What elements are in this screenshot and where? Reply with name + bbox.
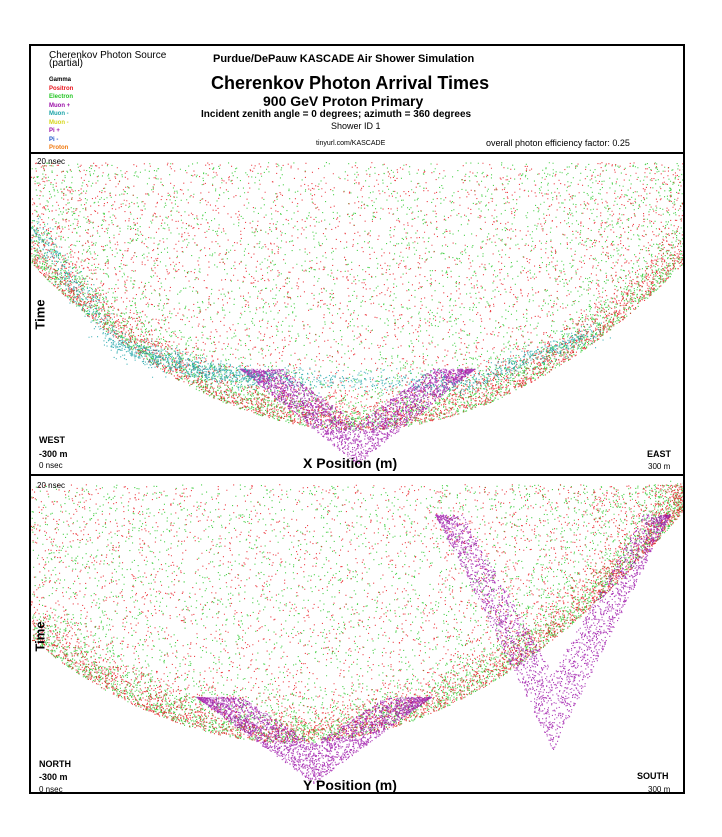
panel2-x-max-label: 300 m: [648, 786, 670, 794]
panel1-y-top-label: 20 nsec: [37, 158, 65, 166]
series-muon-: [240, 369, 476, 465]
panel2-y-top-label: 20 nsec: [37, 482, 65, 490]
series-positron: [31, 162, 683, 430]
legend-item: Positron: [49, 86, 73, 92]
legend-item: Gamma: [49, 77, 71, 83]
main-title: Cherenkov Photon Arrival Times: [211, 74, 489, 92]
legend-item: Electron: [49, 94, 73, 100]
panel2-x-min-label: -300 m: [39, 773, 68, 782]
legend-item: Pi -: [49, 137, 58, 143]
angles-label: Incident zenith angle = 0 degrees; azimu…: [201, 110, 471, 120]
sim-title: Purdue/DePauw KASCADE Air Shower Simulat…: [213, 54, 474, 65]
source-subtitle: (partial): [49, 59, 83, 69]
legend-item: Muon +: [49, 103, 70, 109]
panel1-right-label: EAST: [647, 450, 671, 459]
legend-item: Muon -: [49, 111, 69, 117]
primary-label: 900 GeV Proton Primary: [263, 94, 423, 108]
panel2-right-label: SOUTH: [637, 772, 669, 781]
panel2-x-axis-label: Y Position (m): [303, 778, 397, 792]
shower-id: Shower ID 1: [331, 122, 381, 131]
panel1-x-axis-label: X Position (m): [303, 456, 397, 470]
panel2-y-bottom-label: 0 nsec: [39, 786, 63, 794]
panel1-y-bottom-label: 0 nsec: [39, 462, 63, 470]
y-position-scatter: [31, 476, 683, 794]
panel1-x-max-label: 300 m: [648, 463, 670, 471]
panel1-y-axis-label: Time: [34, 299, 47, 329]
panel2-left-label: NORTH: [39, 760, 71, 769]
scatter-points: [31, 162, 683, 430]
panel2-y-axis-label: Time: [34, 621, 47, 651]
url-label: tinyurl.com/KASCADE: [316, 140, 385, 147]
figure-frame: Cherenkov Photon Source (partial) GammaP…: [29, 44, 685, 794]
legend-item: Proton: [49, 145, 68, 151]
panel1-left-label: WEST: [39, 436, 65, 445]
legend-item: Pi +: [49, 128, 60, 134]
panel1-x-min-label: -300 m: [39, 450, 68, 459]
legend-item: Muon -: [49, 120, 69, 126]
efficiency-label: overall photon efficiency factor: 0.25: [486, 139, 630, 148]
x-position-scatter: [31, 154, 683, 474]
scatter-points: [240, 369, 476, 465]
